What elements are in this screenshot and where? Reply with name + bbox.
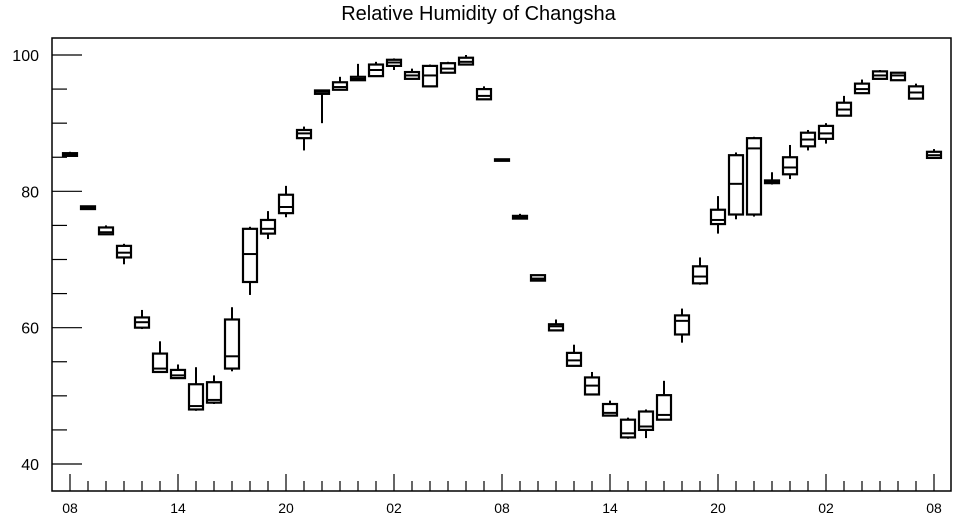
x-tick-label: 08 xyxy=(926,500,942,516)
box-iqr xyxy=(547,323,565,332)
box-plot-item xyxy=(529,274,547,282)
box-plot-item xyxy=(637,409,655,439)
x-tick-label: 02 xyxy=(818,500,834,516)
box-plot-item xyxy=(871,69,889,80)
box-iqr xyxy=(655,394,673,421)
box-plot-item xyxy=(295,126,313,151)
x-tick-label: 14 xyxy=(170,500,186,516)
box-plot-item xyxy=(835,95,853,117)
box-plot-item xyxy=(187,367,205,411)
box-plot-item xyxy=(223,307,241,372)
box-iqr xyxy=(187,383,205,411)
box-plot-item xyxy=(907,83,925,100)
box-iqr xyxy=(781,156,799,176)
box-plot-item xyxy=(565,344,583,367)
box-plot-item xyxy=(475,86,493,101)
box-iqr xyxy=(691,265,709,285)
box-plot-item xyxy=(727,152,745,220)
box-iqr xyxy=(223,318,241,370)
box-plot-item xyxy=(79,205,97,211)
box-plot-item xyxy=(781,144,799,180)
box-plot-item xyxy=(799,129,817,151)
box-iqr xyxy=(277,193,295,215)
y-tick-label: 100 xyxy=(12,48,39,65)
box-iqr xyxy=(169,368,187,380)
x-tick-label: 08 xyxy=(494,500,510,516)
box-iqr xyxy=(475,87,493,101)
y-tick-label: 60 xyxy=(21,321,39,338)
box-plot-item xyxy=(511,213,529,220)
box-iqr xyxy=(601,402,619,417)
box-plot-item xyxy=(601,400,619,417)
box-plot-item xyxy=(97,225,115,236)
box-plot-item xyxy=(853,79,871,95)
x-tick-label: 08 xyxy=(62,500,78,516)
box-plot-item xyxy=(925,149,943,160)
box-plot-item xyxy=(583,371,601,396)
box-iqr xyxy=(97,226,115,236)
y-tick-label: 40 xyxy=(21,457,39,474)
box-plot-item xyxy=(673,308,691,343)
box-plot-item xyxy=(655,380,673,421)
box-plot-item xyxy=(115,243,133,265)
box-plot-item xyxy=(439,61,457,74)
box-iqr xyxy=(205,381,223,404)
box-plot-item xyxy=(889,71,907,82)
box-iqr xyxy=(619,418,637,439)
box-plot-item xyxy=(205,375,223,405)
box-iqr xyxy=(673,314,691,336)
box-plot-item xyxy=(385,58,403,70)
box-plot-item xyxy=(367,61,385,78)
box-plot-item xyxy=(277,185,295,218)
box-plot-item xyxy=(817,123,835,144)
box-iqr xyxy=(727,154,745,216)
box-iqr xyxy=(115,244,133,259)
box-iqr xyxy=(637,410,655,432)
box-iqr xyxy=(259,218,277,235)
box-iqr xyxy=(889,71,907,82)
box-iqr xyxy=(331,81,349,91)
box-plot-item xyxy=(133,309,151,330)
x-tick-label: 20 xyxy=(278,500,294,516)
box-iqr xyxy=(241,227,259,284)
box-plot-item xyxy=(745,136,763,217)
x-tick-label: 14 xyxy=(602,500,618,516)
box-plot-item xyxy=(241,226,259,295)
box-iqr xyxy=(709,208,727,226)
box-iqr xyxy=(817,124,835,140)
box-plot-item xyxy=(619,417,637,439)
box-plot-item xyxy=(709,196,727,234)
box-plot-item xyxy=(151,341,169,374)
box-plot-item xyxy=(763,172,781,185)
x-tick-label: 20 xyxy=(710,500,726,516)
box-plot-item xyxy=(349,63,367,82)
box-plot-item xyxy=(493,158,511,162)
box-plot-item xyxy=(331,76,349,91)
box-plot-item xyxy=(403,68,421,80)
box-iqr xyxy=(565,351,583,367)
box-plot-item xyxy=(691,257,709,285)
box-iqr xyxy=(151,352,169,374)
x-tick-label: 02 xyxy=(386,500,402,516)
plot-frame xyxy=(51,37,952,492)
box-plot-item xyxy=(457,55,475,66)
box-plot-item xyxy=(313,89,331,124)
box-plot-item xyxy=(547,319,565,332)
box-iqr xyxy=(745,137,763,216)
y-tick-label: 80 xyxy=(21,184,39,201)
chart-title: Relative Humidity of Changsha xyxy=(341,3,616,25)
box-plot-item xyxy=(169,364,187,380)
box-plot-item xyxy=(61,151,79,157)
box-plot-item xyxy=(421,64,439,88)
box-plot-item xyxy=(259,211,277,240)
